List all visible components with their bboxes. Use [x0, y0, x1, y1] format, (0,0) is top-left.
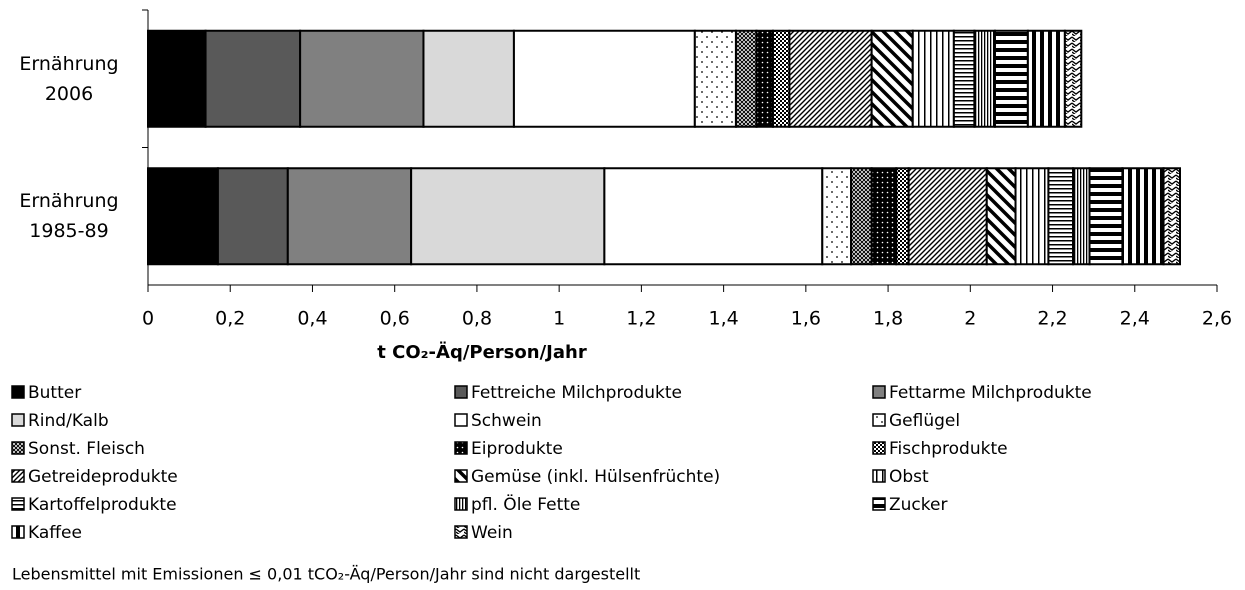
bar-segment [870, 167, 898, 266]
bar-segment [755, 29, 774, 128]
x-tick-label: 2,2 [1037, 308, 1067, 330]
bar-segment [973, 29, 996, 128]
legend-label: Kaffee [28, 523, 82, 543]
bar-segment [693, 29, 737, 128]
bar-segment [993, 29, 1029, 128]
x-tick-label: 1 [553, 308, 565, 330]
legend-label: Rind/Kalb [28, 411, 109, 431]
bar-segment [1162, 167, 1181, 266]
legend-swatch [872, 413, 886, 427]
legend-swatch [11, 469, 25, 483]
legend-swatch [872, 497, 886, 511]
legend-swatch [454, 497, 468, 511]
bar-segment [821, 167, 853, 266]
legend-swatch [11, 413, 25, 427]
bar-segment [1072, 167, 1091, 266]
legend-swatch [454, 385, 468, 399]
bar-segment [734, 29, 758, 128]
bar-segment [952, 29, 976, 128]
x-tick-label: 2 [964, 308, 976, 330]
x-tick-label: 2,6 [1202, 308, 1232, 330]
bar-segment [1063, 29, 1083, 128]
legend-swatch [454, 469, 468, 483]
bar-segment [512, 29, 696, 128]
bar-segment [911, 29, 955, 128]
legend-swatch [11, 385, 25, 399]
legend-label: Eiprodukte [471, 439, 563, 459]
x-tick-label: 1,2 [626, 308, 656, 330]
legend-swatch [454, 441, 468, 455]
legend-swatch [11, 525, 25, 539]
bar-segment [1088, 167, 1124, 266]
legend-label: Gemüse (inkl. Hülsenfrüchte) [471, 467, 720, 487]
legend-label: Obst [889, 467, 929, 487]
bar-segment [603, 167, 824, 266]
category-label: Ernährung 1985-89 [19, 190, 119, 243]
category-label: Ernährung 2006 [19, 52, 119, 105]
bar-segment [1047, 167, 1075, 266]
legend-label: Kartoffelprodukte [28, 495, 177, 515]
bar-segment [771, 29, 791, 128]
legend-swatch [11, 497, 25, 511]
legend-swatch [11, 441, 25, 455]
bar-segment [147, 29, 207, 128]
legend-label: Wein [471, 523, 513, 543]
bar-segment [1121, 167, 1165, 266]
x-tick-label: 0,6 [380, 308, 410, 330]
bar-segment [410, 167, 606, 266]
bar-segment [788, 29, 873, 128]
note: Lebensmittel mit Emissionen ≤ 0,01 tCO₂-… [12, 565, 640, 584]
bar-segment [870, 29, 914, 128]
legend-label: Getreideprodukte [28, 467, 178, 487]
legend-label: Sonst. Fleisch [28, 439, 145, 459]
legend-label: Geflügel [889, 411, 960, 431]
bar-segment [422, 29, 515, 128]
legend-label: pfl. Öle Fette [471, 493, 580, 515]
x-tick-label: 1,4 [709, 308, 739, 330]
legend-label: Zucker [889, 495, 947, 515]
legend-label: Fettreiche Milchprodukte [471, 383, 682, 403]
x-tick-label: 0 [142, 308, 154, 330]
x-tick-label: 0,4 [297, 308, 327, 330]
legend-label: Butter [28, 383, 81, 403]
x-axis-label: t CO₂-Äq/Person/Jahr [377, 341, 587, 363]
legend-swatch [872, 469, 886, 483]
legend-label: Schwein [471, 411, 542, 431]
x-tick-label: 0,2 [215, 308, 245, 330]
legend-swatch [872, 441, 886, 455]
x-tick-label: 0,8 [462, 308, 492, 330]
bar-segment [1026, 29, 1066, 128]
bar-segment [147, 167, 219, 266]
legend-label: Fischprodukte [889, 439, 1008, 459]
bar-segment [895, 167, 910, 266]
bar-segment [1014, 167, 1050, 266]
bar-segment [299, 29, 425, 128]
x-tick-label: 1,6 [791, 308, 821, 330]
bar-segment [204, 29, 302, 128]
bar-segment [216, 167, 289, 266]
legend-swatch [454, 413, 468, 427]
legend-swatch [454, 525, 468, 539]
bar-segment [907, 167, 988, 266]
x-tick-label: 1,8 [873, 308, 903, 330]
bar-segment [985, 167, 1017, 266]
bar-segment [286, 167, 413, 266]
legend-swatch [872, 385, 886, 399]
bar-segment [850, 167, 873, 266]
legend-label: Fettarme Milchprodukte [889, 383, 1092, 403]
x-tick-label: 2,4 [1120, 308, 1150, 330]
